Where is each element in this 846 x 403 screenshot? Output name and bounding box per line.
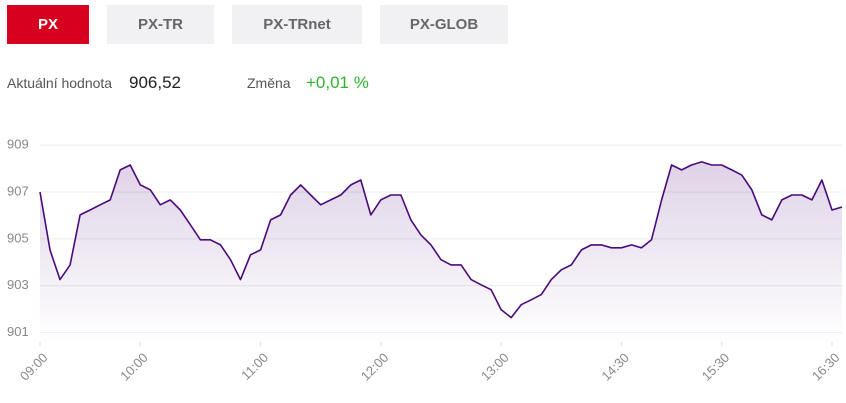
line [39,161,843,319]
x-tick-label: 14:30 [598,350,632,384]
x-tick-label: 12:00 [358,350,392,384]
x-tick-label: 15:30 [699,350,733,384]
x-tick-label: 13:00 [478,350,512,384]
y-tick-label: 907 [7,183,29,198]
y-tick-label: 909 [7,137,29,152]
x-tick-label: 11:00 [238,350,271,383]
x-tick-label: 10:00 [117,350,151,384]
x-tick-label: 09:00 [17,350,51,384]
x-tick-label: 16:30 [809,350,843,384]
area [40,161,842,342]
change-value: +0,01 % [306,73,369,92]
tab[interactable]: PX-TR [107,5,214,44]
value: 906,52 [129,73,181,92]
tab[interactable]: PX-TRnet [232,5,362,44]
y-tick-label: 903 [7,277,29,292]
y-tick-label: 901 [7,324,29,339]
change-label: Změna [247,75,291,91]
tab[interactable]: PX-GLOB [380,5,508,44]
value-label: Aktuální hodnota [7,75,113,91]
y-tick-label: 905 [7,230,29,245]
tab[interactable]: PX [7,5,89,44]
